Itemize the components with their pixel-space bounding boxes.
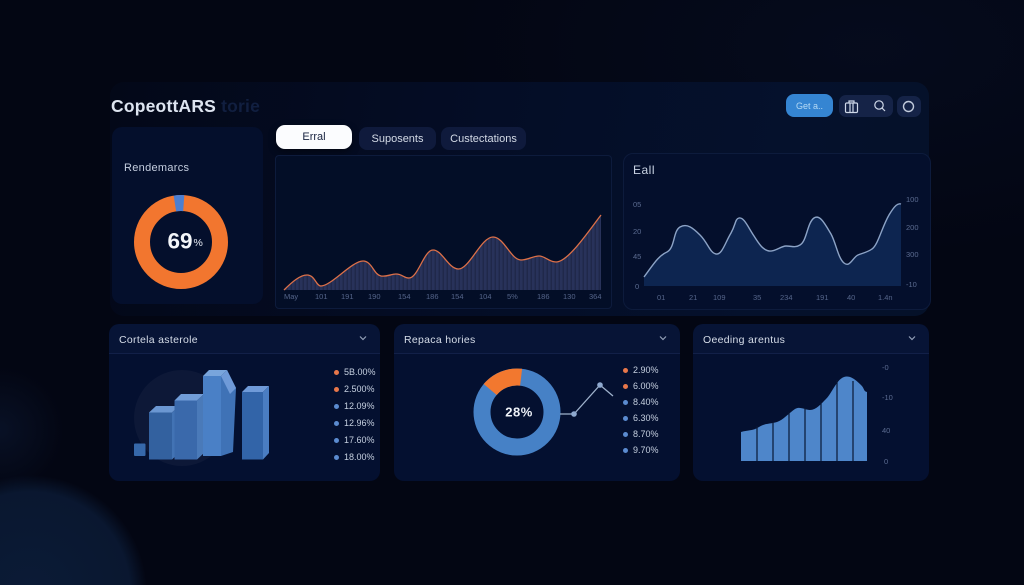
svg-text:-0: -0 xyxy=(882,363,889,372)
svg-text:300: 300 xyxy=(906,250,919,259)
svg-text:191: 191 xyxy=(341,292,354,301)
svg-text:364: 364 xyxy=(589,292,602,301)
svg-text:-10: -10 xyxy=(906,280,917,289)
svg-text:05: 05 xyxy=(633,200,641,209)
svg-text:200: 200 xyxy=(906,223,919,232)
svg-text:101: 101 xyxy=(315,292,328,301)
svg-text:109: 109 xyxy=(713,293,726,302)
svg-text:21: 21 xyxy=(689,293,697,302)
svg-text:0: 0 xyxy=(884,457,888,466)
svg-text:154: 154 xyxy=(398,292,411,301)
svg-text:234: 234 xyxy=(780,293,793,302)
svg-text:190: 190 xyxy=(368,292,381,301)
svg-text:28%: 28% xyxy=(505,405,533,420)
svg-text:35: 35 xyxy=(753,293,761,302)
svg-text:5%: 5% xyxy=(507,292,518,301)
svg-text:186: 186 xyxy=(426,292,439,301)
svg-text:100: 100 xyxy=(906,195,919,204)
svg-text:191: 191 xyxy=(816,293,829,302)
svg-text:154: 154 xyxy=(451,292,464,301)
svg-text:130: 130 xyxy=(563,292,576,301)
svg-text:-10: -10 xyxy=(882,393,893,402)
svg-text:May: May xyxy=(284,292,298,301)
svg-text:40: 40 xyxy=(847,293,855,302)
svg-text:01: 01 xyxy=(657,293,665,302)
svg-text:0: 0 xyxy=(635,282,639,291)
svg-text:40: 40 xyxy=(882,426,890,435)
svg-text:1.4n: 1.4n xyxy=(878,293,893,302)
svg-text:186: 186 xyxy=(537,292,550,301)
svg-text:20: 20 xyxy=(633,227,641,236)
svg-text:69: 69 xyxy=(167,229,192,254)
svg-text:104: 104 xyxy=(479,292,492,301)
svg-text:45: 45 xyxy=(633,252,641,261)
svg-text:%: % xyxy=(194,237,203,249)
